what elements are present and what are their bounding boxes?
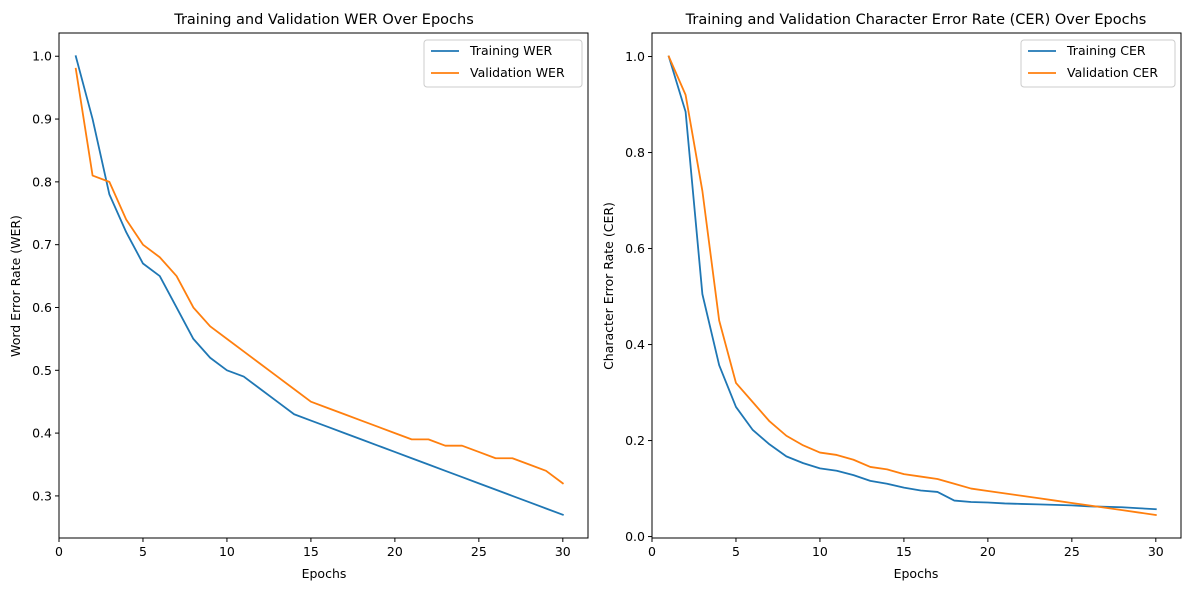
cer-series-layer [667,55,1157,516]
cer-y-tick-label: 0.8 [625,145,645,160]
wer-plot-frame [58,32,589,539]
wer-chart: Training and Validation WER Over Epochs … [8,12,589,581]
wer-legend: Training WER Validation WER [423,39,583,88]
cer-legend: Training CER Validation CER [1020,39,1176,88]
wer-y-tick-label: 0.3 [32,488,52,503]
wer-y-axis-label: Word Error Rate (WER) [8,215,23,357]
cer-legend-label-validation: Validation CER [1067,65,1158,80]
cer-y-tick-label: 0.4 [625,337,645,352]
wer-x-tick-label: 0 [55,544,63,559]
cer-legend-box [1020,39,1176,88]
cer-plot-frame [651,32,1182,539]
cer-y-tick-label: 1.0 [625,49,645,64]
cer-y-tick-label: 0.6 [625,241,645,256]
wer-legend-label-validation: Validation WER [470,65,565,80]
cer-legend-label-training: Training CER [1066,43,1146,58]
wer-x-tick-label: 5 [139,544,147,559]
wer-y-tick-label: 0.8 [32,174,52,189]
wer-y-ticks: 0.3 0.4 0.5 0.6 0.7 0.8 0.9 1.0 [32,49,59,503]
cer-x-tick-label: 15 [896,544,912,559]
wer-legend-label-training: Training WER [469,43,553,58]
wer-x-tick-label: 20 [387,544,403,559]
wer-legend-box [423,39,583,88]
cer-x-tick-label: 10 [812,544,828,559]
cer-x-tick-label: 5 [732,544,740,559]
wer-series-line-training [74,55,564,516]
cer-x-tick-label: 30 [1148,544,1164,559]
wer-y-tick-label: 0.7 [32,237,52,252]
cer-chart: Training and Validation Character Error … [601,12,1182,581]
cer-y-ticks: 0.0 0.2 0.4 0.6 0.8 1.0 [625,49,652,544]
cer-x-tick-label: 25 [1064,544,1080,559]
cer-y-tick-label: 0.2 [625,433,645,448]
wer-y-tick-label: 0.4 [32,426,52,441]
wer-y-tick-label: 0.5 [32,363,52,378]
wer-chart-title: Training and Validation WER Over Epochs [173,12,474,28]
cer-x-axis-label: Epochs [894,566,939,581]
wer-x-tick-label: 15 [303,544,319,559]
cer-y-tick-label: 0.0 [625,529,645,544]
wer-series-line-validation [74,67,565,485]
cer-series-line-validation [667,55,1157,516]
wer-y-tick-label: 0.6 [32,300,52,315]
cer-x-tick-label: 0 [648,544,656,559]
cer-x-tick-label: 20 [980,544,996,559]
cer-y-axis-label: Character Error Rate (CER) [601,202,616,370]
wer-y-tick-label: 1.0 [32,49,52,64]
wer-x-tick-label: 10 [219,544,235,559]
wer-series-layer [74,55,565,516]
cer-series-line-training [667,55,1157,511]
wer-x-ticks: 0 5 10 15 20 25 30 [55,538,571,559]
wer-y-tick-label: 0.9 [32,112,52,127]
cer-x-ticks: 0 5 10 15 20 25 30 [648,538,1164,559]
wer-x-axis-label: Epochs [302,566,347,581]
wer-x-tick-label: 30 [555,544,571,559]
cer-chart-title: Training and Validation Character Error … [685,12,1147,28]
wer-x-tick-label: 25 [471,544,487,559]
